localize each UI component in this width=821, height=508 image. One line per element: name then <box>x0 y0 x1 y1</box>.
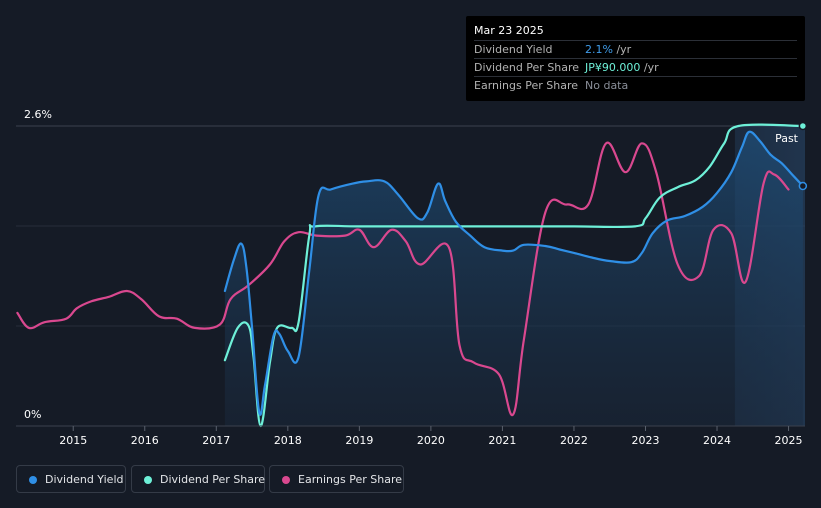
tooltip-row-dividend-yield: Dividend Yield 2.1% /yr <box>474 40 797 59</box>
x-tick-label: 2024 <box>703 434 731 447</box>
x-tick-label: 2023 <box>631 434 659 447</box>
tooltip-value-number: No data <box>585 79 629 92</box>
tooltip-unit: /yr <box>612 43 632 56</box>
x-tick-label: 2022 <box>560 434 588 447</box>
legend-label: Earnings Per Share <box>298 473 403 486</box>
dividend-yield-line <box>223 130 804 416</box>
x-tick-label: 2015 <box>59 434 87 447</box>
x-tick-label: 2025 <box>775 434 803 447</box>
tooltip-row-earnings-per-share: Earnings Per Share No data <box>474 76 797 95</box>
x-tick-label: 2019 <box>345 434 373 447</box>
dividend-per-share-line <box>223 123 804 428</box>
x-axis: 2015 2016 2017 2018 2019 2020 2021 2022 2023 2024… <box>16 425 805 447</box>
tooltip-value: No data <box>585 77 628 95</box>
tooltip-value-number: 2.1% <box>585 43 613 56</box>
y-label-max: 2.6% <box>24 108 52 121</box>
past-label: Past <box>775 132 799 145</box>
tooltip-value-number: JP¥90.000 <box>585 61 641 74</box>
tooltip-unit: /yr <box>640 61 659 74</box>
dividend-yield-end-marker <box>798 181 808 191</box>
tooltip-label: Dividend Yield <box>474 43 553 56</box>
tooltip-value: 2.1% /yr <box>585 41 631 59</box>
legend-dot-icon <box>144 476 152 484</box>
tooltip-value: JP¥90.000 /yr <box>585 59 659 77</box>
legend-dot-icon <box>29 476 37 484</box>
tooltip-label: Earnings Per Share <box>474 79 579 92</box>
tooltip-label: Dividend Per Share <box>474 61 580 74</box>
y-label-min: 0% <box>24 408 41 421</box>
tooltip: Mar 23 2025 Dividend Yield 2.1% /yr Divi… <box>466 16 805 101</box>
legend-label: Dividend Yield <box>45 473 124 486</box>
legend-dot-icon <box>282 476 290 484</box>
earnings-per-share-line <box>16 141 790 417</box>
dividend-yield-area <box>224 131 803 427</box>
x-tick-label: 2017 <box>202 434 230 447</box>
legend-label: Dividend Per Share <box>160 473 266 486</box>
legend-item-earnings-per-share[interactable]: Earnings Per Share <box>269 465 404 493</box>
legend-item-dividend-yield[interactable]: Dividend Yield <box>16 465 126 493</box>
dividend-per-share-end-marker <box>798 121 808 131</box>
x-tick-label: 2020 <box>417 434 445 447</box>
tooltip-row-dividend-per-share: Dividend Per Share JP¥90.000 /yr <box>474 58 797 77</box>
tooltip-date: Mar 23 2025 <box>474 24 544 37</box>
x-tick-label: 2016 <box>131 434 159 447</box>
x-tick-label: 2018 <box>274 434 302 447</box>
legend-item-dividend-per-share[interactable]: Dividend Per Share <box>131 465 265 493</box>
x-tick-label: 2021 <box>488 434 516 447</box>
